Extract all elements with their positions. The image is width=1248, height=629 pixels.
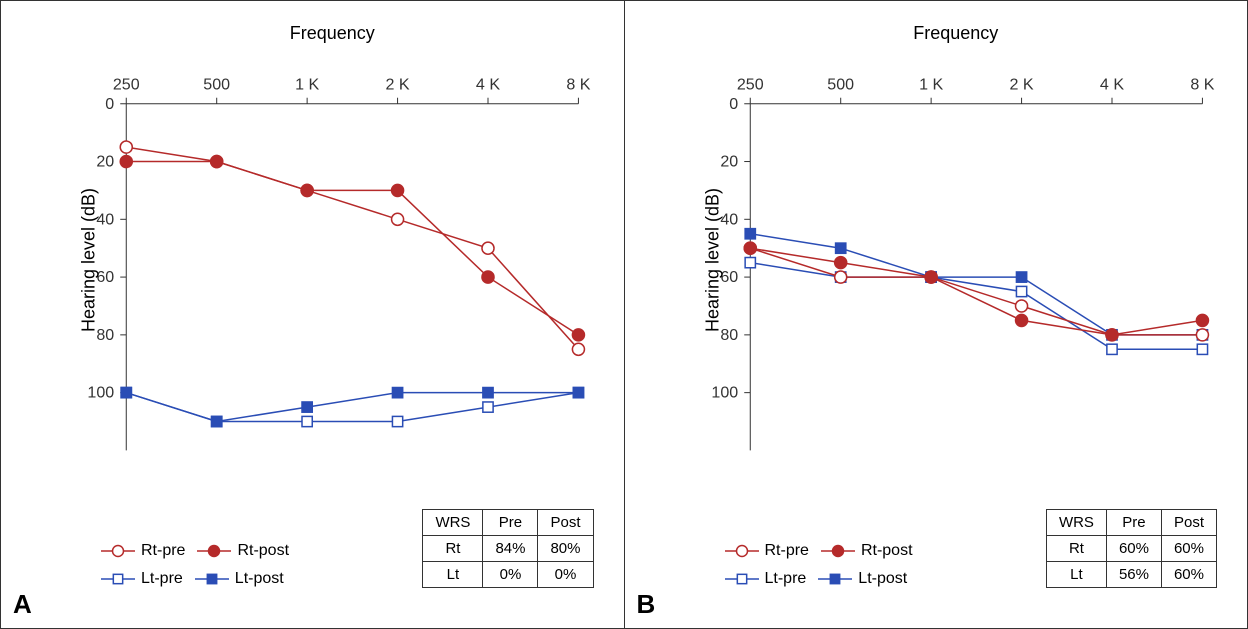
chart-area: 2505001 K2 K4 K8 K020406080100FrequencyH… (695, 21, 1218, 498)
y-tick-label: 100 (711, 384, 738, 402)
wrs-cell: 56% (1106, 562, 1161, 588)
table-row: Rt84%80% (423, 536, 593, 562)
legend-label: Rt-post (861, 542, 913, 560)
legend-label: Lt-post (858, 570, 907, 588)
table-row: WRSPrePost (423, 510, 593, 536)
panel-label: A (13, 589, 32, 620)
x-tick-label: 8 K (1190, 76, 1214, 94)
wrs-header-cell: Post (538, 510, 593, 536)
wrs-cell: 0% (483, 562, 538, 588)
legend-item-rt_post: Rt-post (821, 542, 913, 560)
figure-container: 2505001 K2 K4 K8 K020406080100FrequencyH… (0, 0, 1248, 629)
y-tick-label: 20 (720, 153, 738, 171)
x-tick-label: 2 K (1009, 76, 1033, 94)
chart-area: 2505001 K2 K4 K8 K020406080100FrequencyH… (71, 21, 594, 498)
series-line-lt_pre (126, 393, 578, 422)
x-tick-label: 8 K (566, 76, 590, 94)
wrs-cell: 0% (538, 562, 593, 588)
x-tick-label: 250 (736, 76, 763, 94)
wrs-header-cell: Pre (1106, 510, 1161, 536)
wrs-header-cell: Pre (483, 510, 538, 536)
legend-label: Lt-pre (765, 570, 807, 588)
y-axis-title: Hearing level (dB) (79, 187, 100, 331)
legend-item-lt_post: Lt-post (818, 570, 907, 588)
wrs-cell: 80% (538, 536, 593, 562)
x-tick-label: 500 (203, 76, 230, 94)
legend-item-rt_post: Rt-post (197, 542, 289, 560)
panel-B: 2505001 K2 K4 K8 K020406080100FrequencyH… (625, 0, 1248, 629)
x-tick-label: 500 (827, 76, 854, 94)
legend: Rt-pre Rt-post Lt-pre Lt-post (725, 542, 913, 588)
legend-item-lt_post: Lt-post (195, 570, 284, 588)
wrs-cell: 60% (1106, 536, 1161, 562)
legend-item-lt_pre: Lt-pre (101, 570, 183, 588)
x-tick-label: 4 K (1099, 76, 1123, 94)
wrs-header-cell: WRS (423, 510, 483, 536)
y-tick-label: 0 (105, 95, 114, 113)
wrs-table: WRSPrePostRt84%80%Lt0%0% (422, 509, 593, 588)
series-line-lt_post (126, 393, 578, 422)
x-axis-title: Frequency (695, 23, 1218, 44)
table-row: Lt0%0% (423, 562, 593, 588)
wrs-cell: Lt (423, 562, 483, 588)
wrs-cell: Rt (1046, 536, 1106, 562)
table-row: Rt60%60% (1046, 536, 1216, 562)
x-tick-label: 250 (113, 76, 140, 94)
y-axis-title: Hearing level (dB) (702, 187, 723, 331)
panel-A: 2505001 K2 K4 K8 K020406080100FrequencyH… (0, 0, 625, 629)
series-line-lt_pre (750, 263, 1202, 350)
wrs-cell: 60% (1161, 562, 1216, 588)
legend-label: Rt-post (237, 542, 289, 560)
legend-item-lt_pre: Lt-pre (725, 570, 807, 588)
wrs-header-cell: WRS (1046, 510, 1106, 536)
wrs-cell: Lt (1046, 562, 1106, 588)
x-tick-label: 4 K (476, 76, 500, 94)
x-tick-label: 1 K (295, 76, 319, 94)
y-tick-label: 100 (87, 384, 114, 402)
series-line-rt_pre (750, 248, 1202, 335)
series-line-rt_post (126, 162, 578, 335)
series-line-rt_pre (126, 147, 578, 349)
x-tick-label: 1 K (919, 76, 943, 94)
wrs-cell: 60% (1161, 536, 1216, 562)
wrs-table: WRSPrePostRt60%60%Lt56%60% (1046, 509, 1217, 588)
legend-label: Rt-pre (765, 542, 809, 560)
legend: Rt-pre Rt-post Lt-pre Lt-post (101, 542, 289, 588)
table-row: Lt56%60% (1046, 562, 1216, 588)
legend-label: Rt-pre (141, 542, 185, 560)
x-axis-title: Frequency (71, 23, 594, 44)
audiogram-chart: 2505001 K2 K4 K8 K020406080100 (695, 21, 1218, 498)
wrs-cell: Rt (423, 536, 483, 562)
wrs-cell: 84% (483, 536, 538, 562)
panel-label: B (637, 589, 656, 620)
y-tick-label: 0 (729, 95, 738, 113)
legend-label: Lt-post (235, 570, 284, 588)
y-tick-label: 20 (96, 153, 114, 171)
legend-label: Lt-pre (141, 570, 183, 588)
audiogram-chart: 2505001 K2 K4 K8 K020406080100 (71, 21, 594, 498)
table-row: WRSPrePost (1046, 510, 1216, 536)
x-tick-label: 2 K (386, 76, 410, 94)
wrs-header-cell: Post (1161, 510, 1216, 536)
legend-item-rt_pre: Rt-pre (101, 542, 185, 560)
legend-item-rt_pre: Rt-pre (725, 542, 809, 560)
